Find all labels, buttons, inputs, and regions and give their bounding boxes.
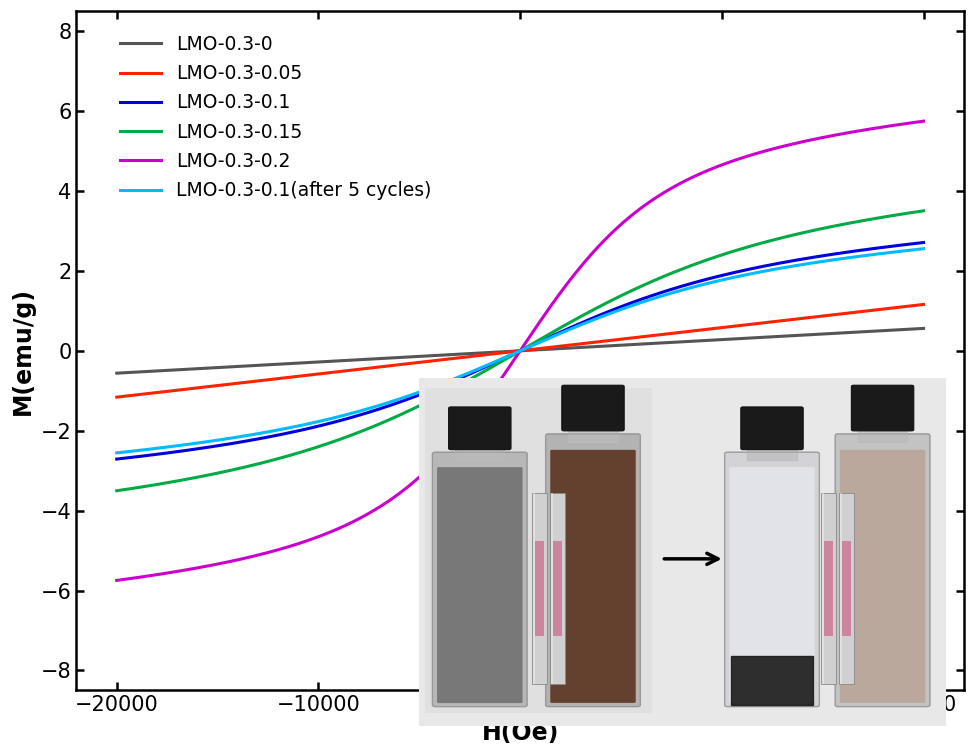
Bar xyxy=(748,440,797,460)
LMO-0.3-0.2 xyxy=(697,168,709,177)
FancyBboxPatch shape xyxy=(433,452,527,707)
LMO-0.3-0.1 xyxy=(111,454,123,463)
Line: LMO-0.3-0.2: LMO-0.3-0.2 xyxy=(117,121,923,581)
LMO-0.3-0.1 xyxy=(449,376,461,385)
FancyBboxPatch shape xyxy=(437,467,523,703)
FancyBboxPatch shape xyxy=(836,434,930,707)
LMO-0.3-0.15 xyxy=(853,217,865,226)
FancyBboxPatch shape xyxy=(562,386,624,431)
LMO-0.3-0.1 xyxy=(456,373,468,382)
Line: LMO-0.3-0: LMO-0.3-0 xyxy=(117,328,923,373)
LMO-0.3-0.1(after 5 cycles) xyxy=(111,448,123,457)
Bar xyxy=(455,440,504,460)
Bar xyxy=(568,420,617,442)
LMO-0.3-0.2 xyxy=(853,126,865,135)
FancyBboxPatch shape xyxy=(839,450,925,703)
LMO-0.3-0.2 xyxy=(893,120,905,129)
Bar xyxy=(840,493,842,684)
LMO-0.3-0.2 xyxy=(449,435,461,444)
Bar xyxy=(839,493,854,684)
LMO-0.3-0.1 xyxy=(697,276,709,285)
Bar xyxy=(532,493,547,684)
FancyBboxPatch shape xyxy=(550,450,636,703)
FancyBboxPatch shape xyxy=(448,407,511,450)
LMO-0.3-0.2 xyxy=(494,376,506,385)
X-axis label: H(Oe): H(Oe) xyxy=(482,721,559,745)
Legend: LMO-0.3-0, LMO-0.3-0.05, LMO-0.3-0.1, LMO-0.3-0.15, LMO-0.3-0.2, LMO-0.3-0.1(aft: LMO-0.3-0, LMO-0.3-0.05, LMO-0.3-0.1, LM… xyxy=(112,27,439,208)
LMO-0.3-0.15 xyxy=(494,358,506,367)
Bar xyxy=(731,656,813,705)
LMO-0.3-0.2 xyxy=(111,576,123,585)
LMO-0.3-0.1(after 5 cycles) xyxy=(853,252,865,261)
LMO-0.3-0 xyxy=(111,369,123,378)
LMO-0.3-0.15 xyxy=(456,379,468,388)
Bar xyxy=(424,389,651,712)
LMO-0.3-0.15 xyxy=(893,210,905,219)
Bar xyxy=(822,493,837,684)
FancyBboxPatch shape xyxy=(851,386,914,431)
Bar xyxy=(550,493,565,684)
LMO-0.3-0.05 xyxy=(111,392,123,401)
Line: LMO-0.3-0.05: LMO-0.3-0.05 xyxy=(117,305,923,397)
LMO-0.3-0.2 xyxy=(917,116,929,125)
LMO-0.3-0.1 xyxy=(917,238,929,247)
Line: LMO-0.3-0.1(after 5 cycles): LMO-0.3-0.1(after 5 cycles) xyxy=(117,249,923,453)
LMO-0.3-0 xyxy=(917,324,929,333)
LMO-0.3-0.05 xyxy=(893,302,905,311)
FancyBboxPatch shape xyxy=(729,467,815,703)
Bar xyxy=(720,389,941,712)
LMO-0.3-0.1(after 5 cycles) xyxy=(893,247,905,256)
LMO-0.3-0.15 xyxy=(111,486,123,495)
LMO-0.3-0.1(after 5 cycles) xyxy=(456,371,468,380)
LMO-0.3-0.15 xyxy=(697,257,709,266)
LMO-0.3-0.1 xyxy=(494,355,506,364)
LMO-0.3-0.05 xyxy=(456,353,468,362)
Bar xyxy=(535,541,544,637)
LMO-0.3-0 xyxy=(494,347,506,356)
LMO-0.3-0 xyxy=(697,336,709,345)
LMO-0.3-0.15 xyxy=(449,383,461,392)
Bar xyxy=(825,541,834,637)
FancyBboxPatch shape xyxy=(741,407,803,450)
FancyBboxPatch shape xyxy=(724,452,819,707)
Bar xyxy=(553,541,562,637)
LMO-0.3-0.05 xyxy=(853,308,865,317)
Bar xyxy=(858,420,907,442)
LMO-0.3-0.05 xyxy=(917,300,929,309)
Bar xyxy=(551,493,553,684)
Line: LMO-0.3-0.15: LMO-0.3-0.15 xyxy=(117,211,923,491)
LMO-0.3-0.1(after 5 cycles) xyxy=(917,244,929,253)
LMO-0.3-0 xyxy=(456,349,468,358)
Bar xyxy=(532,493,535,684)
Line: LMO-0.3-0.1: LMO-0.3-0.1 xyxy=(117,243,923,459)
LMO-0.3-0.05 xyxy=(494,349,506,358)
LMO-0.3-0.1(after 5 cycles) xyxy=(449,373,461,383)
LMO-0.3-0.05 xyxy=(449,354,461,363)
LMO-0.3-0.1 xyxy=(893,241,905,250)
LMO-0.3-0.15 xyxy=(917,206,929,215)
LMO-0.3-0.05 xyxy=(697,325,709,334)
LMO-0.3-0.1 xyxy=(853,246,865,255)
LMO-0.3-0 xyxy=(449,350,461,359)
LMO-0.3-0 xyxy=(893,325,905,334)
Y-axis label: M(emu/g): M(emu/g) xyxy=(11,287,35,415)
LMO-0.3-0.2 xyxy=(456,427,468,436)
LMO-0.3-0.1(after 5 cycles) xyxy=(697,280,709,289)
Bar xyxy=(822,493,825,684)
FancyBboxPatch shape xyxy=(546,434,641,707)
LMO-0.3-0.1(after 5 cycles) xyxy=(494,355,506,364)
LMO-0.3-0 xyxy=(853,327,865,336)
Bar xyxy=(842,541,851,637)
